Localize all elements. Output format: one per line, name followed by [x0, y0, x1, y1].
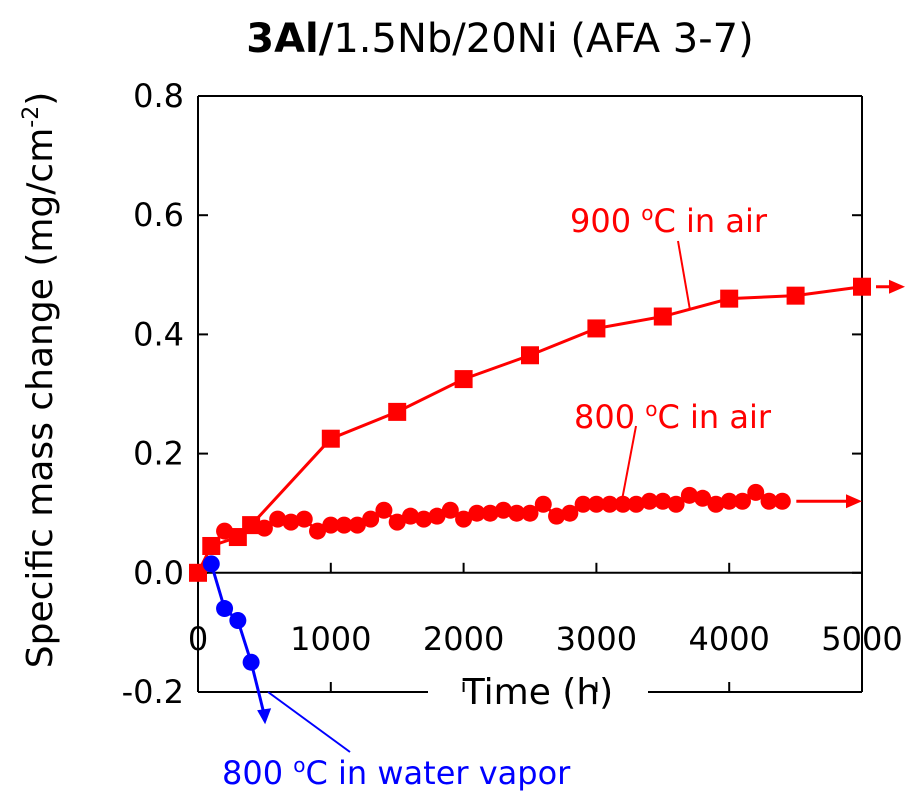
data-point-800-air	[441, 501, 459, 519]
axis-ticks: -0.2 0.0 0.2 0.4 0.6 0.8 0 1000 2000 3000 4000 5000	[122, 77, 903, 711]
data-point-800-air	[521, 504, 539, 522]
data-point-800-air	[455, 510, 473, 528]
chart-title: 3Al/1.5Nb/20Ni (AFA 3-7)	[246, 16, 753, 62]
data-point-800-air	[548, 507, 566, 525]
data-point-800-air	[667, 495, 685, 513]
y-axis-title-sup: -2	[19, 106, 44, 128]
data-point-900-air	[521, 346, 539, 365]
y-tick-label: 0.8	[133, 77, 184, 115]
data-point-900-air	[189, 563, 207, 582]
data-point-800-air	[269, 510, 287, 528]
annotations: 900 oC in air 800 oC in air 800 oC in wa…	[222, 201, 772, 792]
y-tick-label: 0.2	[133, 435, 184, 473]
data-point-800-air	[282, 513, 300, 531]
data-point-800-air	[415, 510, 433, 528]
data-point-800-air	[773, 492, 791, 510]
y-axis-title-main: Specific mass change (mg/cm	[20, 128, 61, 669]
data-point-900-air	[720, 289, 739, 308]
data-point-800-air	[255, 519, 273, 537]
data-point-900-air	[587, 319, 606, 338]
data-point-800-air	[534, 495, 552, 513]
series-lines	[196, 285, 863, 663]
y-tick-label: 0.0	[133, 554, 184, 592]
y-axis-title-end: )	[20, 92, 61, 106]
x-tick-label: 2000	[423, 620, 504, 658]
data-point-800-air	[747, 483, 765, 501]
leader-800-air	[621, 425, 637, 501]
series-line-800-water	[209, 563, 253, 663]
data-point-800-air	[680, 486, 698, 504]
data-point-800-air	[468, 504, 486, 522]
x-tick-label: 1000	[290, 620, 371, 658]
data-point-800-air	[561, 504, 579, 522]
x-tick-label: 0	[188, 620, 208, 658]
data-point-900-air	[786, 286, 805, 305]
data-point-800-air	[494, 501, 512, 519]
series-label-900-air: 900 oC in air	[570, 201, 768, 240]
data-point-800-air	[295, 510, 313, 528]
data-point-800-air	[216, 522, 234, 540]
data-point-900-air	[853, 277, 871, 296]
data-point-900-air	[321, 429, 340, 448]
x-tick-label: 4000	[688, 620, 769, 658]
x-axis-title: Time (h)	[462, 672, 613, 713]
data-point-800-air	[348, 516, 366, 534]
data-point-900-air	[653, 307, 672, 326]
continuation-arrows	[249, 279, 905, 725]
arrow-head-800-air	[846, 494, 862, 509]
y-tick-label: -0.2	[122, 673, 184, 711]
data-point-800-air	[229, 528, 247, 546]
data-point-900-air	[388, 402, 407, 421]
data-point-800-water	[229, 611, 247, 629]
data-point-800-air	[388, 513, 406, 531]
data-point-800-air	[309, 522, 327, 540]
data-point-800-air	[694, 489, 712, 507]
data-point-800-air	[322, 516, 340, 534]
data-point-800-air	[614, 495, 632, 513]
data-point-800-air	[654, 492, 672, 510]
series-label-800-air: 800 oC in air	[574, 397, 772, 436]
x-tick-label: 5000	[821, 620, 902, 658]
data-point-800-air	[574, 495, 592, 513]
data-point-800-air	[641, 492, 659, 510]
data-point-800-water	[202, 555, 220, 573]
data-point-800-air	[375, 501, 393, 519]
data-point-800-air	[760, 492, 778, 510]
data-point-900-air	[454, 370, 473, 389]
arrow-head-800-water	[257, 708, 272, 725]
chart-title-rest: 1.5Nb/20Ni (AFA 3-7)	[333, 16, 753, 62]
data-point-800-water	[216, 600, 234, 618]
data-point-800-air	[508, 504, 526, 522]
plot-frame	[197, 95, 863, 693]
data-point-800-air	[428, 507, 446, 525]
data-point-800-air	[601, 495, 619, 513]
data-point-800-air	[733, 492, 751, 510]
data-point-800-air	[481, 504, 499, 522]
data-markers	[189, 277, 871, 671]
series-label-800-water: 800 oC in water vapor	[222, 753, 571, 792]
y-tick-label: 0.6	[133, 196, 184, 234]
arrow-head-900-air	[889, 279, 905, 294]
arrow-shaft-800-water	[249, 661, 267, 719]
data-point-800-air	[335, 516, 353, 534]
chart-title-bold: 3Al/	[246, 16, 334, 62]
data-point-800-air	[401, 507, 419, 525]
data-point-800-air	[587, 495, 605, 513]
data-point-800-air	[720, 492, 738, 510]
leader-800-water	[267, 691, 351, 753]
data-point-800-air	[242, 516, 260, 534]
leader-900-air	[677, 240, 691, 311]
x-tick-label: 3000	[556, 620, 637, 658]
data-point-800-air	[707, 495, 725, 513]
y-tick-label: 0.4	[133, 315, 184, 353]
y-axis-title: Specific mass change (mg/cm-2)	[19, 92, 61, 669]
data-point-800-air	[627, 495, 645, 513]
data-point-800-air	[362, 510, 380, 528]
data-point-800-air	[202, 537, 220, 555]
